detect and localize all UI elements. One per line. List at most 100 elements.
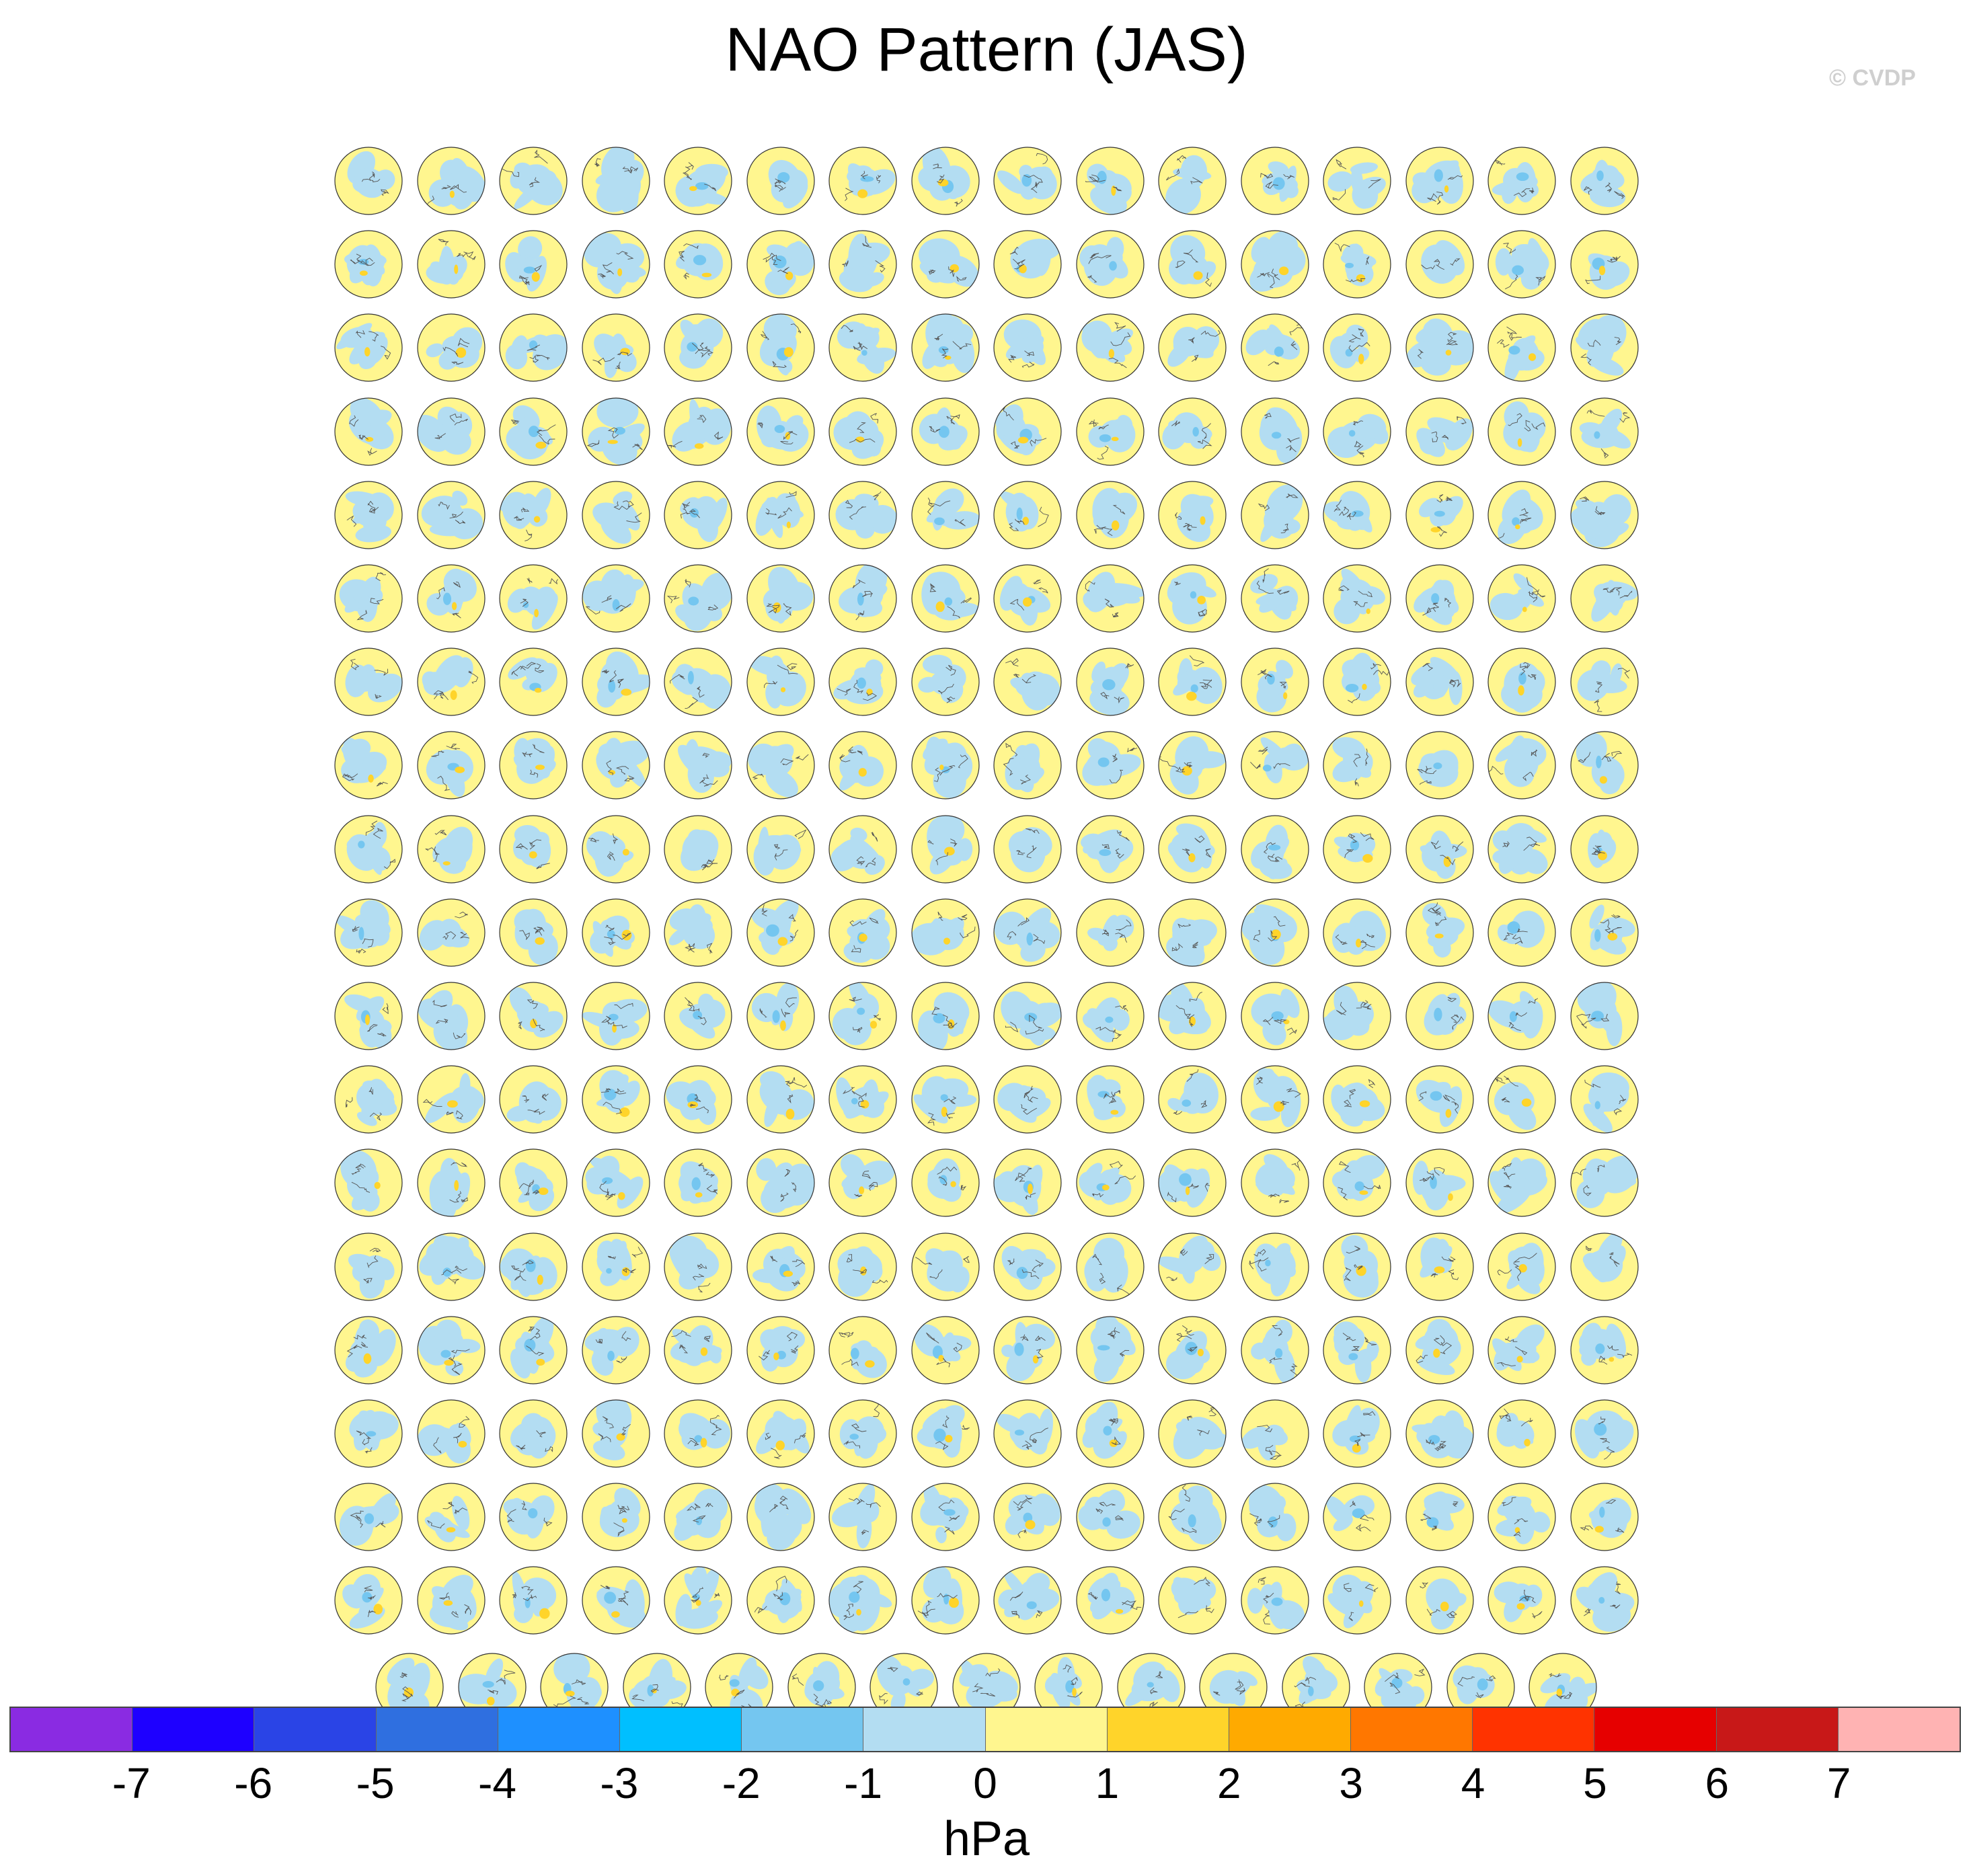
nao-map-panel	[1157, 229, 1228, 300]
nao-map-panel	[1404, 1565, 1475, 1636]
nao-map-panel	[827, 1565, 898, 1636]
nao-map-panel	[1157, 1064, 1228, 1135]
nao-map-panel	[662, 396, 734, 467]
nao-map-panel	[1239, 730, 1311, 801]
nao-map-panel	[992, 814, 1063, 885]
cvdp-credit: © CVDP	[1829, 65, 1916, 91]
nao-map-panel	[1075, 1231, 1146, 1302]
colorbar-tick-label: 2	[1216, 1759, 1241, 1807]
colorbar-tick-label: -1	[844, 1759, 883, 1807]
nao-map-panel	[910, 814, 981, 885]
nao-map-panel	[1075, 730, 1146, 801]
nao-map-panel	[1404, 1064, 1475, 1135]
nao-map-panel	[1486, 1398, 1557, 1469]
nao-map-panel	[1569, 730, 1640, 801]
nao-map-panel	[745, 1147, 816, 1218]
nao-map-panel	[745, 814, 816, 885]
nao-map-panel	[580, 1565, 652, 1636]
nao-map-panel	[1075, 1064, 1146, 1135]
nao-map-panel	[662, 730, 734, 801]
colorbar-tick-label: 3	[1339, 1759, 1363, 1807]
nao-map-panel	[1321, 730, 1393, 801]
colorbar-tick-label: 7	[1826, 1759, 1851, 1807]
nao-map-panel	[1075, 312, 1146, 383]
nao-map-panel	[1075, 479, 1146, 551]
nao-map-panel	[827, 646, 898, 717]
nao-map-panel	[1569, 980, 1640, 1052]
nao-map-panel	[827, 980, 898, 1052]
nao-map-panel	[910, 1231, 981, 1302]
nao-map-panel	[662, 646, 734, 717]
nao-map-panel	[1486, 145, 1557, 217]
nao-map-panel	[827, 1064, 898, 1135]
nao-map-panel	[827, 396, 898, 467]
nao-map-panel	[1157, 1398, 1228, 1469]
nao-map-panel	[1321, 396, 1393, 467]
nao-map-panel	[1321, 1398, 1393, 1469]
nao-map-panel	[498, 1398, 569, 1469]
nao-map-panel	[992, 980, 1063, 1052]
nao-map-panel	[1157, 479, 1228, 551]
nao-map-panel	[498, 479, 569, 551]
nao-map-panel	[1075, 145, 1146, 217]
nao-map-panel	[1404, 312, 1475, 383]
nao-map-panel	[498, 1064, 569, 1135]
nao-map-panel	[498, 229, 569, 300]
nao-map-panel	[333, 229, 404, 300]
nao-map-panel	[1075, 563, 1146, 634]
nao-map-panel	[992, 1481, 1063, 1553]
nao-map-panel	[333, 1231, 404, 1302]
nao-map-panel	[416, 1398, 487, 1469]
colorbar-box	[1107, 1708, 1229, 1751]
nao-map-panel	[1239, 1565, 1311, 1636]
nao-map-panel	[662, 479, 734, 551]
nao-map-panel	[1404, 479, 1475, 551]
nao-map-panel	[827, 563, 898, 634]
nao-map-panel	[1486, 1231, 1557, 1302]
nao-map-panel	[333, 563, 404, 634]
colorbar-box	[498, 1708, 620, 1751]
nao-map-panel	[827, 814, 898, 885]
nao-map-panel	[498, 396, 569, 467]
nao-map-panel	[745, 897, 816, 968]
nao-map-panel	[827, 730, 898, 801]
nao-map-panel	[827, 1398, 898, 1469]
nao-map-panel	[1116, 1651, 1187, 1723]
nao-map-panel	[1157, 646, 1228, 717]
nao-map-panel	[910, 730, 981, 801]
nao-map-panel	[498, 1147, 569, 1218]
nao-map-panel	[1404, 1481, 1475, 1553]
nao-map-panel	[1157, 980, 1228, 1052]
nao-map-panel	[1198, 1651, 1269, 1723]
nao-map-panel	[662, 1398, 734, 1469]
nao-map-panel	[580, 1064, 652, 1135]
nao-map-panel	[827, 1481, 898, 1553]
nao-map-panel	[1157, 814, 1228, 885]
nao-map-panel	[580, 229, 652, 300]
nao-map-panel	[662, 229, 734, 300]
nao-map-panel	[333, 312, 404, 383]
nao-map-panel	[1404, 646, 1475, 717]
nao-map-panel	[745, 730, 816, 801]
colorbar-box	[1838, 1708, 1960, 1751]
nao-map-panel	[1157, 396, 1228, 467]
nao-map-panel	[1157, 897, 1228, 968]
nao-map-panel	[333, 646, 404, 717]
nao-map-panel	[910, 563, 981, 634]
nao-map-panel	[992, 1315, 1063, 1386]
nao-map-panel	[1486, 1481, 1557, 1553]
nao-map-panel	[1239, 1064, 1311, 1135]
nao-map-panel	[662, 980, 734, 1052]
colorbar-tick-label: 6	[1705, 1759, 1730, 1807]
nao-map-panel	[1075, 1565, 1146, 1636]
nao-map-panel	[1075, 1398, 1146, 1469]
nao-map-panel	[1486, 980, 1557, 1052]
nao-map-panel	[992, 312, 1063, 383]
nao-map-panel	[910, 1064, 981, 1135]
nao-map-panel	[1486, 479, 1557, 551]
nao-map-panel	[580, 479, 652, 551]
nao-map-panel	[745, 145, 816, 217]
nao-map-panel	[1404, 1315, 1475, 1386]
nao-map-panel	[745, 1231, 816, 1302]
colorbar-box	[742, 1708, 864, 1751]
